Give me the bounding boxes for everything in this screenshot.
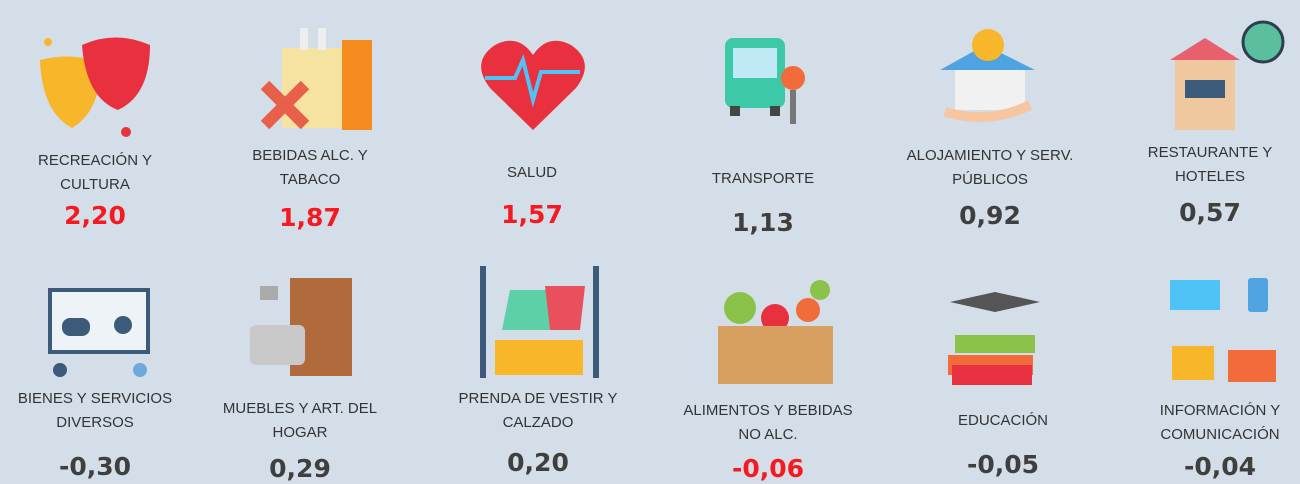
item-label: MUEBLES Y ART. DEL: [223, 400, 377, 417]
item-label: HOGAR: [272, 424, 327, 441]
item-label: BIENES Y SERVICIOS: [18, 390, 172, 407]
icon-furniture: [250, 278, 352, 376]
item-label: CULTURA: [60, 176, 130, 193]
icon-vegetables: [718, 280, 833, 384]
item-label: INFORMACIÓN Y: [1160, 402, 1281, 419]
item-label: ALOJAMIENTO Y SERV.: [907, 147, 1074, 164]
item-value: 0,57: [1179, 198, 1241, 227]
item-label: COMUNICACIÓN: [1160, 426, 1279, 443]
item-value: 1,57: [501, 200, 563, 229]
item-label: RESTAURANTE Y: [1148, 144, 1272, 161]
item-label: PÚBLICOS: [952, 171, 1028, 188]
item-value: 0,92: [959, 201, 1021, 230]
item-value: -0,04: [1184, 452, 1256, 481]
item-value: 2,20: [64, 201, 126, 230]
item-label: SALUD: [507, 164, 557, 181]
item-label: TABACO: [280, 171, 341, 188]
item-value: 0,20: [507, 448, 569, 477]
item-label: DIVERSOS: [56, 414, 134, 431]
item-value: 1,87: [279, 203, 341, 232]
icon-books: [948, 292, 1040, 385]
icon-hotel: [1170, 20, 1285, 130]
item-label: NO ALC.: [738, 426, 797, 443]
item-value: 1,13: [732, 208, 794, 237]
item-value: -0,30: [59, 452, 131, 481]
icon-heart: [481, 40, 585, 130]
icon-clothes: [480, 266, 599, 378]
item-value: 0,29: [269, 454, 331, 483]
icon-bus: [725, 38, 805, 124]
item-label: EDUCACIÓN: [958, 412, 1048, 429]
item-label: BEBIDAS ALC. Y: [252, 147, 368, 164]
icon-drinks: [260, 28, 372, 130]
item-label: HOTELES: [1175, 168, 1245, 185]
icon-masks: [40, 37, 150, 137]
item-label: CALZADO: [503, 414, 574, 431]
icon-devices: [1170, 278, 1276, 382]
icon-games: [48, 288, 150, 377]
item-value: -0,05: [967, 450, 1039, 479]
item-label: RECREACIÓN Y: [38, 152, 152, 169]
item-value: -0,06: [732, 454, 804, 483]
icon-house: [940, 29, 1035, 123]
item-label: PRENDA DE VESTIR Y: [459, 390, 618, 407]
item-label: ALIMENTOS Y BEBIDAS: [683, 402, 852, 419]
item-label: TRANSPORTE: [712, 170, 814, 187]
